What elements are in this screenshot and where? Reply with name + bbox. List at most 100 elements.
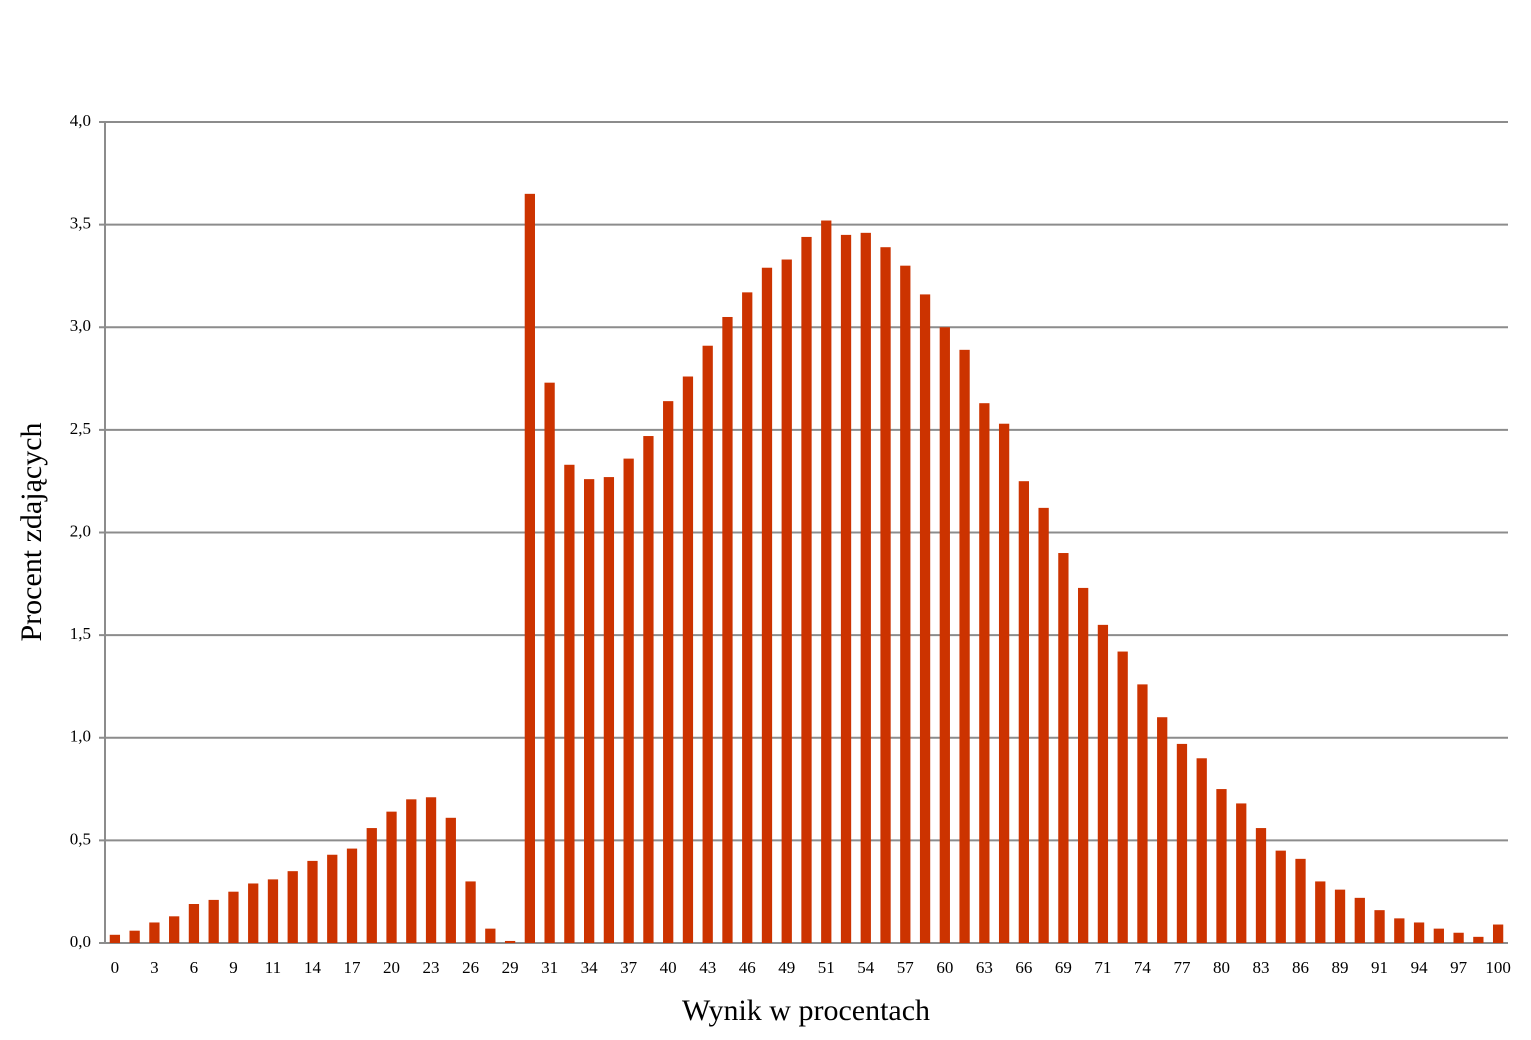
bar <box>188 904 200 943</box>
bar <box>425 797 437 943</box>
x-tick-label: 9 <box>229 958 238 977</box>
x-tick-label: 23 <box>423 958 440 977</box>
x-tick-label: 80 <box>1213 958 1230 977</box>
bar <box>267 879 279 943</box>
bar <box>821 220 832 943</box>
bar <box>761 267 773 943</box>
bar <box>1038 507 1049 943</box>
bar <box>1394 918 1405 943</box>
x-tick-label: 14 <box>304 958 322 977</box>
bar <box>801 236 812 943</box>
bar <box>979 403 990 943</box>
bar <box>1097 624 1109 943</box>
x-tick-label: 97 <box>1450 958 1468 977</box>
bar <box>287 871 298 943</box>
x-tick-label: 60 <box>936 958 953 977</box>
bar <box>1157 717 1168 943</box>
bar <box>564 464 575 943</box>
x-tick-label: 83 <box>1252 958 1269 977</box>
bar <box>1374 910 1385 943</box>
x-tick-label: 91 <box>1371 958 1388 977</box>
bar <box>998 423 1010 943</box>
y-tick-label: 1,5 <box>70 624 91 643</box>
bar <box>1196 758 1207 943</box>
y-tick-label: 1,0 <box>70 727 91 746</box>
x-tick-label: 11 <box>265 958 281 977</box>
y-tick-label: 4,0 <box>70 111 91 130</box>
x-tick-label: 66 <box>1015 958 1032 977</box>
bar <box>1117 651 1128 943</box>
bar <box>643 436 654 943</box>
bar <box>1453 932 1464 943</box>
bar <box>346 848 358 943</box>
x-tick-label: 40 <box>660 958 677 977</box>
bar <box>366 828 377 943</box>
bar <box>149 922 160 943</box>
bar <box>1236 803 1247 943</box>
bar <box>722 316 733 943</box>
x-tick-label: 89 <box>1332 958 1349 977</box>
x-tick-label: 63 <box>976 958 993 977</box>
bar <box>504 940 516 943</box>
y-tick-label: 0,0 <box>70 932 91 951</box>
x-tick-label: 94 <box>1411 958 1429 977</box>
bar <box>485 928 496 943</box>
bar <box>406 799 417 943</box>
bar <box>544 382 555 944</box>
bar <box>1137 684 1148 943</box>
bar <box>840 234 852 943</box>
bar <box>109 934 121 943</box>
bar <box>1413 922 1425 943</box>
bar <box>603 477 615 943</box>
x-tick-label: 77 <box>1173 958 1191 977</box>
x-tick-label: 86 <box>1292 958 1309 977</box>
bar <box>1492 924 1504 943</box>
x-tick-label: 37 <box>620 958 638 977</box>
bar <box>1255 828 1267 943</box>
bar <box>327 854 338 943</box>
x-tick-label: 34 <box>581 958 599 977</box>
bar <box>900 265 911 943</box>
bar <box>1473 936 1484 943</box>
x-tick-label: 29 <box>502 958 519 977</box>
y-tick-label: 0,5 <box>70 829 91 848</box>
bar <box>1354 897 1365 943</box>
bar <box>129 930 140 943</box>
bar <box>663 401 674 943</box>
bar <box>742 292 753 943</box>
bar <box>1216 789 1227 943</box>
y-tick-label: 3,5 <box>70 214 91 233</box>
bar <box>880 247 891 943</box>
x-tick-label: 26 <box>462 958 479 977</box>
x-tick-label: 71 <box>1094 958 1111 977</box>
bar <box>1295 858 1306 943</box>
bar <box>524 193 535 943</box>
x-axis-title: Wynik w procentach <box>682 994 930 1027</box>
y-axis-title: Procent zdających <box>15 422 48 641</box>
bar <box>583 479 595 943</box>
bar <box>1334 889 1346 943</box>
bar <box>386 811 397 943</box>
bar <box>1275 850 1286 943</box>
x-tick-label: 3 <box>150 958 159 977</box>
x-tick-label: 57 <box>897 958 915 977</box>
bar <box>445 817 456 943</box>
x-tick-label: 17 <box>344 958 362 977</box>
bar <box>1078 587 1089 943</box>
bar <box>919 294 931 943</box>
bar <box>208 899 219 943</box>
x-tick-label: 69 <box>1055 958 1072 977</box>
x-tick-label: 6 <box>190 958 199 977</box>
x-tick-label: 20 <box>383 958 400 977</box>
bar <box>1058 553 1069 943</box>
bar <box>228 891 239 943</box>
bar <box>623 458 634 943</box>
bar <box>307 860 318 943</box>
y-tick-label: 2,5 <box>70 419 91 438</box>
bar <box>1315 881 1326 943</box>
x-tick-label: 31 <box>541 958 558 977</box>
bar <box>781 259 792 944</box>
x-tick-label: 100 <box>1485 958 1511 977</box>
bar <box>1176 743 1188 943</box>
